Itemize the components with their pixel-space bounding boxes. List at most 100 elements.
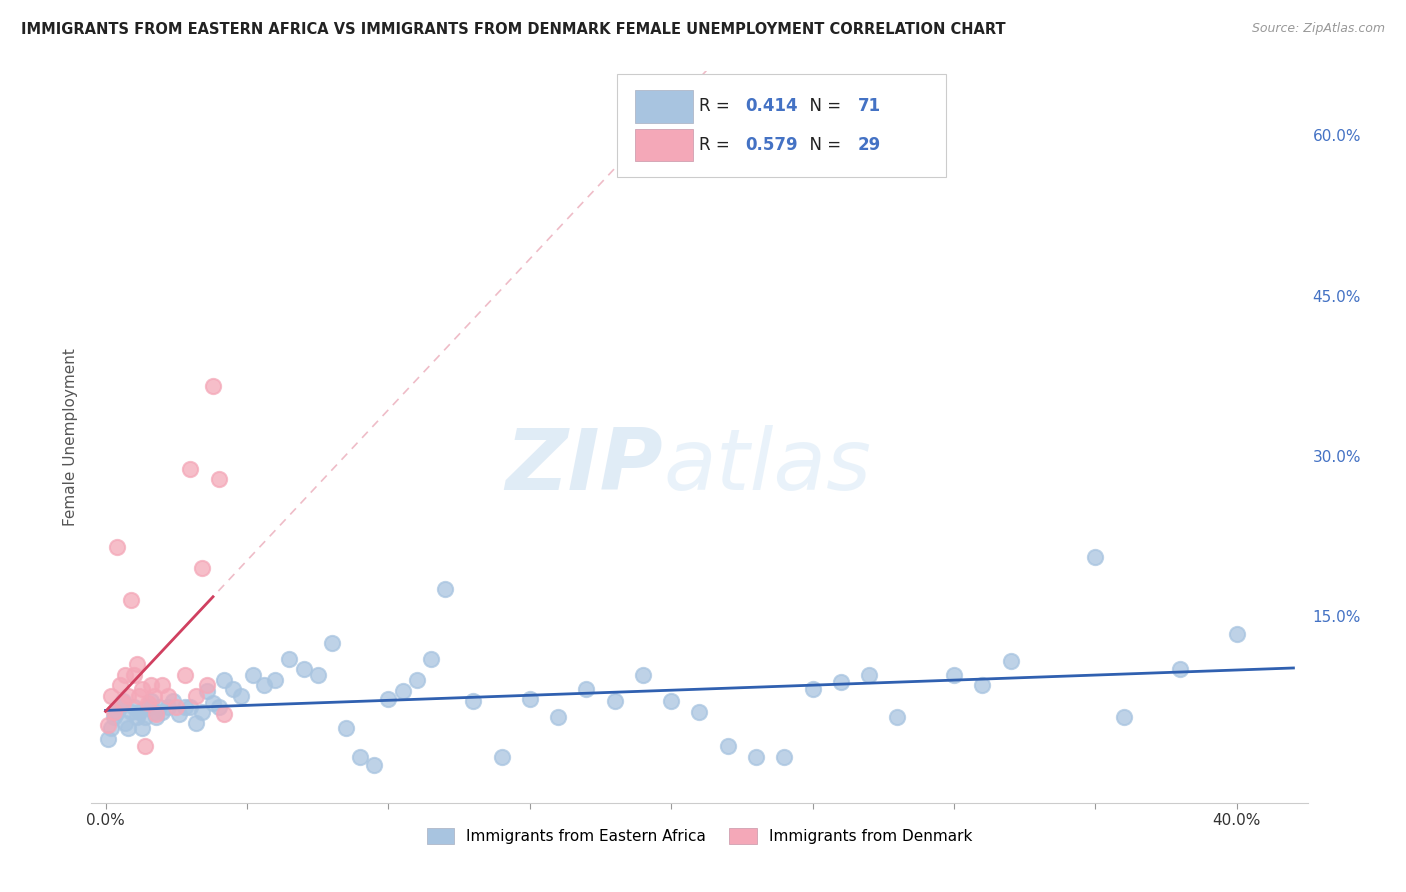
Point: [165, 699, 187, 714]
Point: [1000, 654, 1022, 668]
Point: [253, 678, 276, 692]
Point: [278, 651, 301, 665]
Point: [1112, 710, 1135, 724]
Point: [972, 678, 994, 692]
Point: [231, 689, 253, 703]
Point: [208, 472, 231, 486]
Point: [745, 750, 768, 764]
Point: [184, 715, 207, 730]
Point: [1084, 550, 1107, 565]
Text: 29: 29: [858, 136, 880, 154]
Point: [688, 705, 710, 719]
Point: [222, 681, 245, 696]
Point: [125, 657, 148, 671]
Point: [321, 635, 343, 649]
Point: [122, 699, 145, 714]
Point: [150, 678, 173, 692]
Text: 0.579: 0.579: [745, 136, 799, 154]
Point: [335, 721, 357, 735]
Point: [136, 697, 159, 711]
Text: N =: N =: [799, 136, 846, 154]
Point: [134, 710, 156, 724]
Text: Source: ZipAtlas.com: Source: ZipAtlas.com: [1251, 22, 1385, 36]
Point: [391, 683, 413, 698]
Text: R =: R =: [699, 136, 735, 154]
Point: [103, 705, 125, 719]
Point: [184, 689, 207, 703]
Point: [136, 699, 159, 714]
Point: [105, 705, 128, 719]
Point: [103, 710, 125, 724]
Point: [156, 699, 179, 714]
Point: [114, 715, 136, 730]
Point: [377, 692, 399, 706]
FancyBboxPatch shape: [636, 90, 693, 122]
Point: [128, 705, 150, 719]
Point: [1226, 627, 1249, 641]
Point: [1168, 662, 1191, 676]
Text: IMMIGRANTS FROM EASTERN AFRICA VS IMMIGRANTS FROM DENMARK FEMALE UNEMPLOYMENT CO: IMMIGRANTS FROM EASTERN AFRICA VS IMMIGR…: [21, 22, 1005, 37]
Point: [179, 461, 201, 475]
Point: [117, 689, 139, 703]
Point: [292, 662, 315, 676]
Point: [463, 694, 485, 708]
Point: [131, 681, 153, 696]
Point: [830, 675, 852, 690]
Text: atlas: atlas: [664, 425, 870, 508]
Point: [858, 667, 880, 681]
Point: [108, 699, 131, 714]
Point: [631, 667, 654, 681]
Y-axis label: Female Unemployment: Female Unemployment: [62, 348, 77, 526]
Point: [125, 710, 148, 724]
Point: [214, 707, 236, 722]
Point: [214, 673, 236, 687]
Text: ZIP: ZIP: [505, 425, 664, 508]
Point: [242, 667, 264, 681]
Point: [195, 683, 218, 698]
Text: N =: N =: [799, 97, 846, 115]
Point: [131, 721, 153, 735]
Point: [139, 694, 162, 708]
Point: [142, 705, 165, 719]
Point: [162, 694, 184, 708]
Point: [100, 721, 122, 735]
Point: [139, 678, 162, 692]
Point: [145, 707, 167, 722]
Point: [195, 678, 218, 692]
Point: [603, 694, 626, 708]
Point: [307, 667, 329, 681]
Point: [190, 561, 212, 575]
Point: [145, 710, 167, 724]
Legend: Immigrants from Eastern Africa, Immigrants from Denmark: Immigrants from Eastern Africa, Immigran…: [420, 822, 979, 850]
Point: [114, 667, 136, 681]
Point: [202, 379, 225, 393]
Point: [547, 710, 569, 724]
Point: [717, 739, 740, 754]
Point: [519, 692, 541, 706]
Point: [886, 710, 908, 724]
Point: [156, 689, 179, 703]
Point: [264, 673, 287, 687]
Point: [148, 699, 170, 714]
Point: [575, 681, 598, 696]
Point: [405, 673, 427, 687]
Point: [97, 718, 120, 732]
Point: [173, 667, 195, 681]
Point: [208, 699, 231, 714]
Point: [134, 739, 156, 754]
Point: [117, 721, 139, 735]
Point: [128, 689, 150, 703]
Point: [167, 707, 190, 722]
Point: [202, 697, 225, 711]
Point: [150, 705, 173, 719]
Point: [491, 750, 513, 764]
Text: 71: 71: [858, 97, 880, 115]
Point: [433, 582, 456, 597]
Point: [363, 758, 385, 772]
Point: [773, 750, 796, 764]
Point: [190, 705, 212, 719]
Point: [120, 593, 142, 607]
Text: 0.414: 0.414: [745, 97, 799, 115]
Point: [173, 699, 195, 714]
Point: [943, 667, 966, 681]
